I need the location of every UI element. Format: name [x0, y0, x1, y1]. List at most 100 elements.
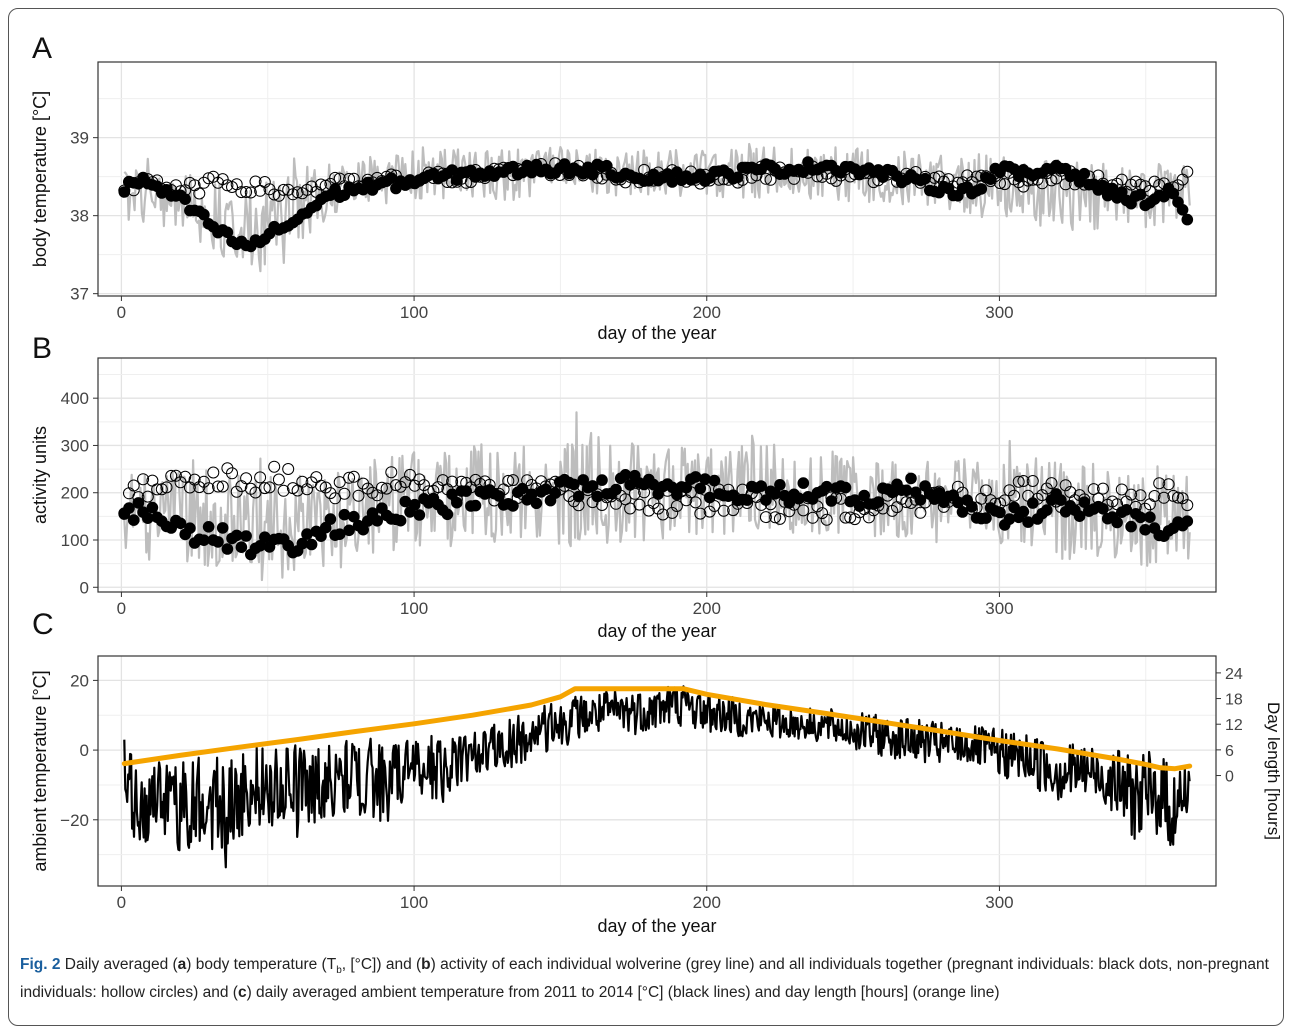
filled-point [919, 172, 931, 185]
hollow-point [1036, 489, 1049, 502]
hollow-point [773, 512, 786, 525]
hollow-point [1157, 491, 1170, 504]
x-axis-label: day of the year [597, 323, 716, 343]
hollow-point [389, 479, 402, 492]
filled-point [338, 508, 351, 521]
filled-point [1181, 213, 1194, 226]
filled-point [1041, 504, 1053, 516]
hollow-point [619, 493, 632, 506]
filled-point [142, 512, 154, 524]
hollow-point [1008, 489, 1021, 502]
x-tick-label: 100 [400, 303, 428, 322]
hollow-point [670, 500, 683, 512]
hollow-point [839, 511, 852, 524]
hollow-point [1059, 479, 1072, 492]
hollow-point [769, 511, 782, 524]
filled-point [914, 494, 927, 506]
plot-border [97, 655, 1217, 887]
hollow-point [980, 484, 992, 497]
filled-point [1097, 503, 1109, 515]
hollow-point [1181, 165, 1194, 178]
filled-point [797, 166, 810, 178]
hollow-point [385, 466, 398, 479]
panel-b: B 0 100 200 300 day of the year 0 100 200 300 400 a… [30, 332, 1217, 641]
hollow-point [998, 178, 1011, 191]
filled-point [516, 482, 529, 495]
hollow-point [1148, 490, 1161, 502]
hollow-point [759, 172, 772, 185]
filled-point [755, 480, 767, 492]
hollow-point [900, 496, 913, 509]
hollow-point [656, 508, 669, 521]
hollow-point [291, 186, 304, 199]
filled-point [123, 502, 135, 514]
hollow-point [169, 469, 182, 482]
hollow-point [797, 504, 810, 517]
y-tick-label: 100 [61, 531, 89, 550]
filled-point [900, 484, 913, 497]
filled-point [596, 474, 608, 486]
x-tick-label: 200 [693, 303, 721, 322]
x-tick-label: 300 [985, 599, 1013, 618]
filled-point [732, 171, 744, 184]
hollow-point [1017, 180, 1030, 193]
hollow-point [1115, 173, 1128, 186]
filled-point [952, 496, 964, 509]
filled-point [568, 478, 580, 491]
filled-point [1073, 510, 1086, 522]
filled-point [1008, 501, 1020, 514]
caption-fig-label: Fig. 2 [20, 956, 61, 973]
hollow-point [507, 474, 519, 487]
caption-text-4: ) activity of each individual wolverine … [20, 956, 1269, 1002]
caption-label-b: b [421, 956, 431, 973]
filled-point [324, 513, 337, 525]
filled-point [769, 488, 781, 500]
hollow-point [375, 481, 388, 494]
hollow-point [193, 187, 206, 200]
ambient-temperature-line [123, 685, 1191, 869]
filled-point [666, 176, 678, 188]
filled-point [1139, 524, 1151, 536]
figure-caption: Fig. 2 Daily averaged (a) body temperatu… [20, 954, 1275, 1004]
y2-tick-label: 18 [1225, 692, 1243, 709]
filled-point [586, 168, 599, 181]
individual-line [123, 142, 1191, 273]
hollow-point [469, 473, 482, 486]
filled-point [872, 496, 885, 508]
filled-point [1097, 179, 1109, 192]
y2-tick-label: 24 [1225, 666, 1243, 683]
filled-point [975, 183, 988, 195]
caption-label-a: a [177, 956, 187, 973]
hollow-point [127, 479, 140, 492]
hollow-point [282, 463, 295, 475]
x-tick-label: 0 [117, 599, 126, 618]
y-tick-label: 200 [61, 484, 89, 503]
plot-border [97, 357, 1217, 593]
filled-point [146, 501, 159, 514]
y-tick-label: 39 [70, 129, 89, 148]
filled-point [956, 506, 969, 518]
filled-point [586, 480, 599, 492]
filled-point [202, 521, 215, 533]
filled-point [493, 490, 505, 502]
hollow-point [207, 170, 220, 183]
filled-point [296, 537, 309, 550]
filled-point [966, 501, 978, 513]
hollow-point [1097, 482, 1109, 495]
hollow-point [1087, 483, 1100, 496]
filled-point [647, 478, 660, 491]
hollow-point [1172, 491, 1184, 504]
plot-border [97, 61, 1217, 297]
hollow-point [226, 467, 238, 480]
hollow-point [759, 511, 772, 524]
hollow-point [418, 479, 430, 492]
filled-point [1078, 167, 1091, 180]
filled-point [319, 521, 332, 534]
panel-label-c: C [32, 608, 54, 641]
hollow-point [914, 506, 927, 519]
filled-point [413, 509, 426, 521]
filled-point [127, 514, 140, 526]
hollow-point [165, 469, 178, 482]
filled-point [825, 495, 838, 507]
filled-point [1134, 511, 1147, 524]
